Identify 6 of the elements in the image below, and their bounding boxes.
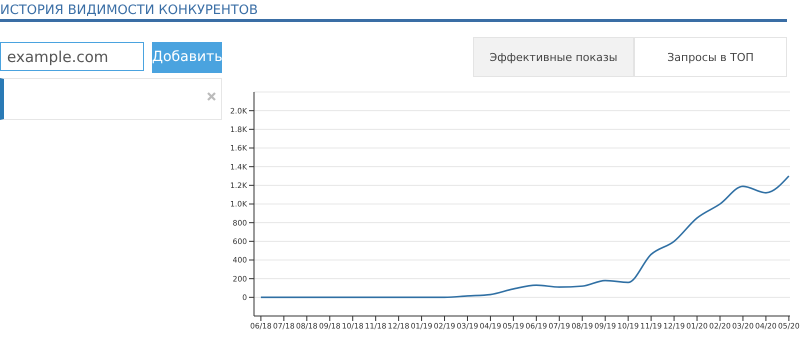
text: Запросы в ТОП	[634, 37, 787, 77]
text: Добавить	[152, 42, 222, 73]
text: example.com	[0, 42, 144, 71]
text: ИСТОРИЯ ВИДИМОСТИ КОНКУРЕНТОВ	[0, 3, 258, 18]
text: Эффективные показы	[473, 37, 634, 77]
line-series	[260, 175, 790, 298]
